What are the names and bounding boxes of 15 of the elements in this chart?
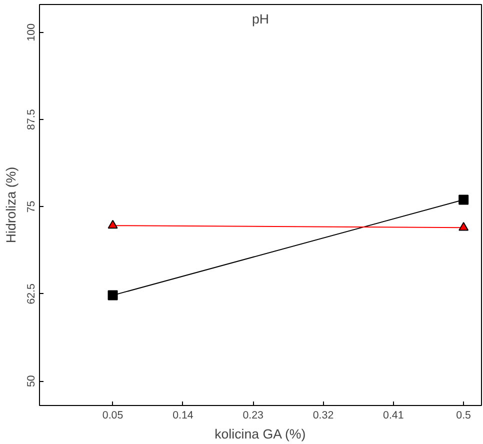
y-axis-title: Hidroliza (%) [4,166,18,244]
x-tick-label: 0.14 [172,410,194,422]
y-tick-label: 87.5 [26,109,38,130]
x-tick-label: 0.23 [242,410,264,422]
x-tick-label: 0.5 [456,410,472,422]
x-tick-label: 0.32 [312,410,334,422]
x-axis-title: kolicina GA (%) [214,426,306,442]
point [108,290,118,300]
y-tick-label: 75 [26,200,38,213]
y-tick-label: 50 [26,375,38,388]
text: pH [252,12,270,26]
x-tick-label: 0.41 [383,410,404,422]
y-tick-label: 62.5 [26,283,38,304]
x-tick-label: 0.05 [102,410,124,422]
y-tick-label: 100 [26,23,38,42]
